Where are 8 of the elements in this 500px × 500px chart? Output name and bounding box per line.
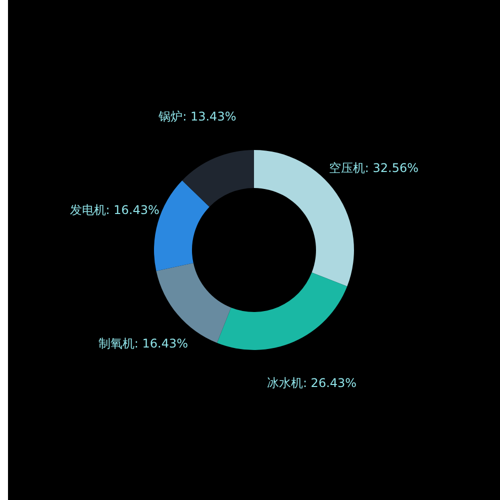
donut-slice bbox=[182, 150, 254, 207]
slice-label: 锅炉: 13.43% bbox=[158, 109, 236, 124]
donut-slice bbox=[217, 272, 348, 350]
slice-label: 空压机: 32.56% bbox=[328, 161, 419, 176]
slice-label: 冰水机: 26.43% bbox=[266, 376, 357, 390]
slice-label: 发电机: 16.43% bbox=[70, 203, 160, 218]
donut-slice bbox=[254, 150, 354, 286]
slice-label: 制氧机: 16.43% bbox=[98, 336, 188, 351]
